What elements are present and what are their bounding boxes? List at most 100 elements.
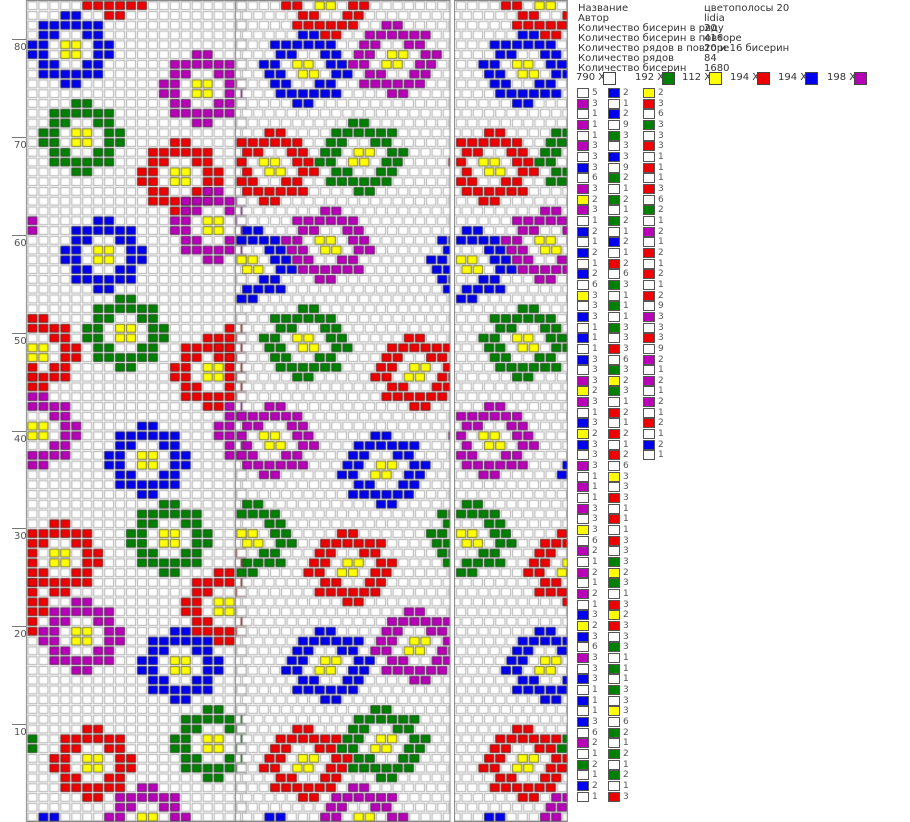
bead-list-count: 1 [658, 279, 664, 290]
bead-list-swatch [577, 493, 589, 504]
bead-list-swatch [577, 237, 589, 248]
bead-list-swatch [577, 333, 589, 344]
bead-list-swatch [608, 514, 620, 525]
bead-list-swatch [608, 215, 620, 226]
bead-list-count: 2 [623, 215, 629, 226]
metadata-value: 20 [704, 23, 717, 34]
bead-list-count: 3 [592, 610, 598, 621]
bead-list-count: 2 [658, 247, 664, 258]
bead-list-swatch [577, 578, 589, 589]
draft-grid-panel[interactable] [0, 0, 248, 822]
bead-list-swatch [608, 546, 620, 557]
metadata-label: Автор [578, 13, 610, 24]
bead-list-count: 3 [592, 354, 598, 365]
bead-list-count: 1 [592, 130, 598, 141]
bead-list-count: 1 [623, 663, 629, 674]
bead-list-swatch [577, 141, 589, 152]
bead-list-count: 3 [623, 333, 629, 344]
bead-list-count: 6 [592, 642, 598, 653]
bead-list-swatch [608, 567, 620, 578]
bead-list-swatch [608, 205, 620, 216]
bead-list-count: 3 [592, 674, 598, 685]
bead-list-count: 3 [623, 493, 629, 504]
bead-list-swatch [608, 301, 620, 312]
bead-list-count: 3 [592, 461, 598, 472]
bead-list-swatch [608, 663, 620, 674]
bead-list-swatch [608, 770, 620, 781]
legend-color-swatch [603, 72, 616, 85]
metadata-label: Количество бисерин в повторе [578, 33, 742, 44]
bead-list-swatch [643, 322, 655, 333]
bead-list-count: 1 [623, 674, 629, 685]
bead-list-count: 3 [623, 482, 629, 493]
bead-list-count: 3 [592, 365, 598, 376]
bead-list-swatch [608, 354, 620, 365]
bead-list-count: 2 [623, 375, 629, 386]
bead-list-count: 1 [623, 226, 629, 237]
bead-list-swatch [608, 258, 620, 269]
bead-list-count: 3 [592, 450, 598, 461]
metadata-value: 1680 [704, 63, 730, 74]
legend-count: 112 X [682, 72, 712, 83]
bead-list-count: 3 [592, 375, 598, 386]
bead-list-swatch [608, 375, 620, 386]
bead-list-swatch [577, 130, 589, 141]
bead-list-swatch [643, 162, 655, 173]
bead-list-count: 2 [623, 109, 629, 120]
bead-list-count: 1 [623, 311, 629, 322]
bead-list-count: 2 [623, 727, 629, 738]
corrected-grid-panel[interactable] [234, 0, 452, 822]
bead-list-count: 1 [592, 333, 598, 344]
bead-list-swatch [577, 354, 589, 365]
bead-list-count: 2 [592, 194, 598, 205]
bead-list-swatch [577, 663, 589, 674]
bead-list-swatch [577, 674, 589, 685]
bead-list-swatch [643, 237, 655, 248]
bead-list-swatch [643, 98, 655, 109]
bead-list-swatch [577, 397, 589, 408]
bead-list-count: 3 [623, 546, 629, 557]
bead-list-count: 3 [592, 418, 598, 429]
bead-list-count: 2 [623, 567, 629, 578]
bead-list-count: 1 [658, 151, 664, 162]
bead-list-swatch [608, 397, 620, 408]
bead-list-count: 2 [623, 407, 629, 418]
bead-list-count: 6 [658, 109, 664, 120]
bead-list-count: 1 [658, 215, 664, 226]
bead-list-swatch [577, 98, 589, 109]
bead-list-swatch [577, 215, 589, 226]
bead-list-swatch [608, 557, 620, 568]
bead-list-count: 3 [623, 141, 629, 152]
simulation-panel[interactable] [454, 0, 568, 822]
axis-tick [12, 234, 26, 236]
bead-list-count: 1 [592, 770, 598, 781]
bead-list-swatch [577, 418, 589, 429]
bead-list-count: 1 [623, 205, 629, 216]
bead-list-swatch [608, 151, 620, 162]
bead-list-count: 1 [592, 119, 598, 130]
bead-list-swatch [577, 247, 589, 258]
bead-list-swatch [608, 493, 620, 504]
bead-list-count: 1 [658, 407, 664, 418]
legend-count: 790 X [576, 72, 606, 83]
bead-list-count: 1 [658, 173, 664, 184]
metadata-label: Количество бисерин в ряду [578, 23, 724, 34]
bead-list-swatch [577, 162, 589, 173]
bead-list-count: 2 [623, 770, 629, 781]
bead-list-count: 1 [658, 237, 664, 248]
bead-list-swatch [643, 301, 655, 312]
legend-item: 192 X [635, 72, 675, 86]
bead-list-swatch [643, 290, 655, 301]
bead-list-count: 1 [592, 471, 598, 482]
bead-list-swatch [577, 183, 589, 194]
bead-list-count: 1 [658, 162, 664, 173]
bead-list-swatch [577, 557, 589, 568]
axis-label: 60 [14, 237, 27, 249]
bead-list-count: 6 [623, 354, 629, 365]
bead-list-count: 3 [623, 631, 629, 642]
bead-list-count: 9 [658, 343, 664, 354]
bead-list-swatch [577, 301, 589, 312]
bead-list-swatch [643, 429, 655, 440]
bead-list-count: 1 [592, 599, 598, 610]
bead-list-swatch [577, 194, 589, 205]
